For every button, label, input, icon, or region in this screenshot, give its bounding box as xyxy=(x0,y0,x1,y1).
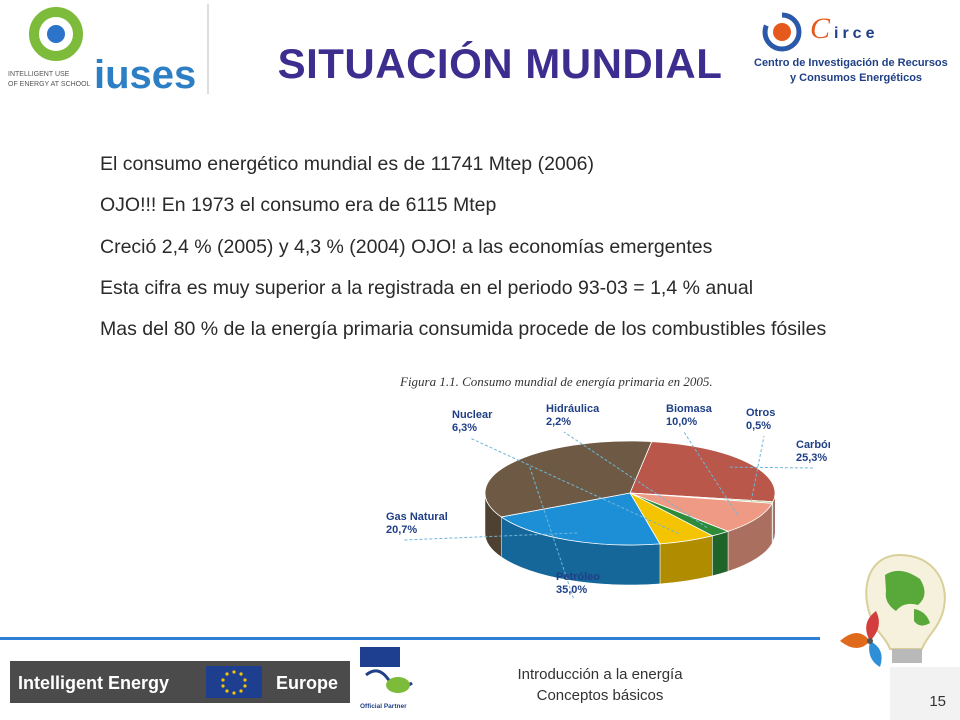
bullet-text: Esta cifra es muy superior a la registra… xyxy=(100,277,754,300)
page-number-box: 15 xyxy=(890,667,960,720)
iuses-caption-line1: INTELLIGENT USE xyxy=(8,71,70,78)
pie-label-value: 20,7% xyxy=(386,524,417,536)
footer-line2: Conceptos básicos xyxy=(536,687,664,704)
bullet-item: Mas del 80 % de la energía primaria cons… xyxy=(82,317,912,342)
pie-side-hidráulica xyxy=(712,530,729,577)
pie-label-name: Nuclear xyxy=(452,409,493,421)
pie-slice-gas-natural xyxy=(500,492,661,546)
pie-label-value: 10,0% xyxy=(666,416,697,428)
bullet-marker xyxy=(82,193,100,218)
pie-label-name: Biomasa xyxy=(666,403,713,415)
bullet-marker xyxy=(82,317,100,342)
official-partner-logo: Official Partner xyxy=(360,647,413,710)
iee-left-text: Intelligent Energy xyxy=(18,673,169,693)
page-number: 15 xyxy=(929,693,946,710)
pie-leader-line xyxy=(683,431,738,516)
lightbulb-globe-icon xyxy=(840,553,946,667)
circe-line1: Centro de Investigación de Recursos xyxy=(754,57,948,69)
pie-leader-line xyxy=(750,435,765,502)
partner-label: Official Partner xyxy=(360,703,407,710)
iuses-caption-line2: OF ENERGY AT SCHOOL xyxy=(8,81,91,88)
circe-line2: y Consumos Energéticos xyxy=(790,72,922,84)
slide-title: SITUACIÓN MUNDIAL xyxy=(277,40,723,87)
bullet-text: El consumo energético mundial es de 1174… xyxy=(100,153,594,175)
circe-logo: C irce Centro de Investigación de Recurs… xyxy=(754,12,948,84)
pie-label-name: Gas Natural xyxy=(386,511,448,523)
pie-leader-line xyxy=(529,467,575,601)
pie-leader-line xyxy=(403,532,578,541)
pie-label-name: Petróleo xyxy=(556,571,600,583)
pie-leader-line xyxy=(729,466,815,469)
energy-pie-chart: Figura 1.1. Consumo mundial de energía p… xyxy=(386,374,830,601)
bullet-text: Mas del 80 % de la energía primaria cons… xyxy=(100,318,827,341)
bullet-text: Creció 2,4 % (2005) y 4,3 % (2004) OJO! … xyxy=(100,235,713,258)
circe-word: irce xyxy=(834,25,878,42)
bullet-marker xyxy=(82,276,100,301)
bullet-item: Esta cifra es muy superior a la registra… xyxy=(82,276,912,301)
pie-label-value: 6,3% xyxy=(452,422,477,434)
pie-label-value: 35,0% xyxy=(556,584,587,596)
pie-slice-petróleo xyxy=(484,440,653,518)
pie-leader-line xyxy=(469,437,679,535)
bullet-list: El consumo energético mundial es de 1174… xyxy=(82,152,912,359)
footer-divider xyxy=(0,637,820,640)
bullet-item: OJO!!! En 1973 el consumo era de 6115 Mt… xyxy=(82,193,912,218)
iee-right-text: Europe xyxy=(276,673,338,693)
pie-label-value: 25,3% xyxy=(796,452,827,464)
iuses-word: iuses xyxy=(94,53,196,94)
bullet-marker xyxy=(82,235,100,260)
eu-stars-icon xyxy=(221,670,247,695)
bullet-text: OJO!!! En 1973 el consumo era de 6115 Mt… xyxy=(100,194,497,217)
pie-label-name: Otros xyxy=(746,407,775,419)
pie-label-name: Hidráulica xyxy=(546,403,600,415)
iee-banner: Intelligent Energy Europe xyxy=(10,661,350,703)
pie-slice-carbón xyxy=(629,441,776,503)
pie-label-value: 2,2% xyxy=(546,416,571,428)
svg-text:C: C xyxy=(810,12,831,45)
pie-slice-biomasa xyxy=(629,492,773,532)
chart-title: Figura 1.1. Consumo mundial de energía p… xyxy=(399,374,713,389)
footer-course-info: Introducción a la energía Conceptos bási… xyxy=(470,664,730,706)
pie-label-value: 0,5% xyxy=(746,420,771,432)
footer-line1: Introducción a la energía xyxy=(517,666,683,683)
bullet-item: El consumo energético mundial es de 1174… xyxy=(82,152,912,177)
bullet-marker xyxy=(82,152,100,177)
bullet-item: Creció 2,4 % (2005) y 4,3 % (2004) OJO! … xyxy=(82,235,912,260)
pie-leader-line xyxy=(563,431,708,528)
pie-label-name: Carbón xyxy=(796,439,830,451)
iuses-logo: INTELLIGENT USE OF ENERGY AT SCHOOL iuse… xyxy=(4,4,210,94)
